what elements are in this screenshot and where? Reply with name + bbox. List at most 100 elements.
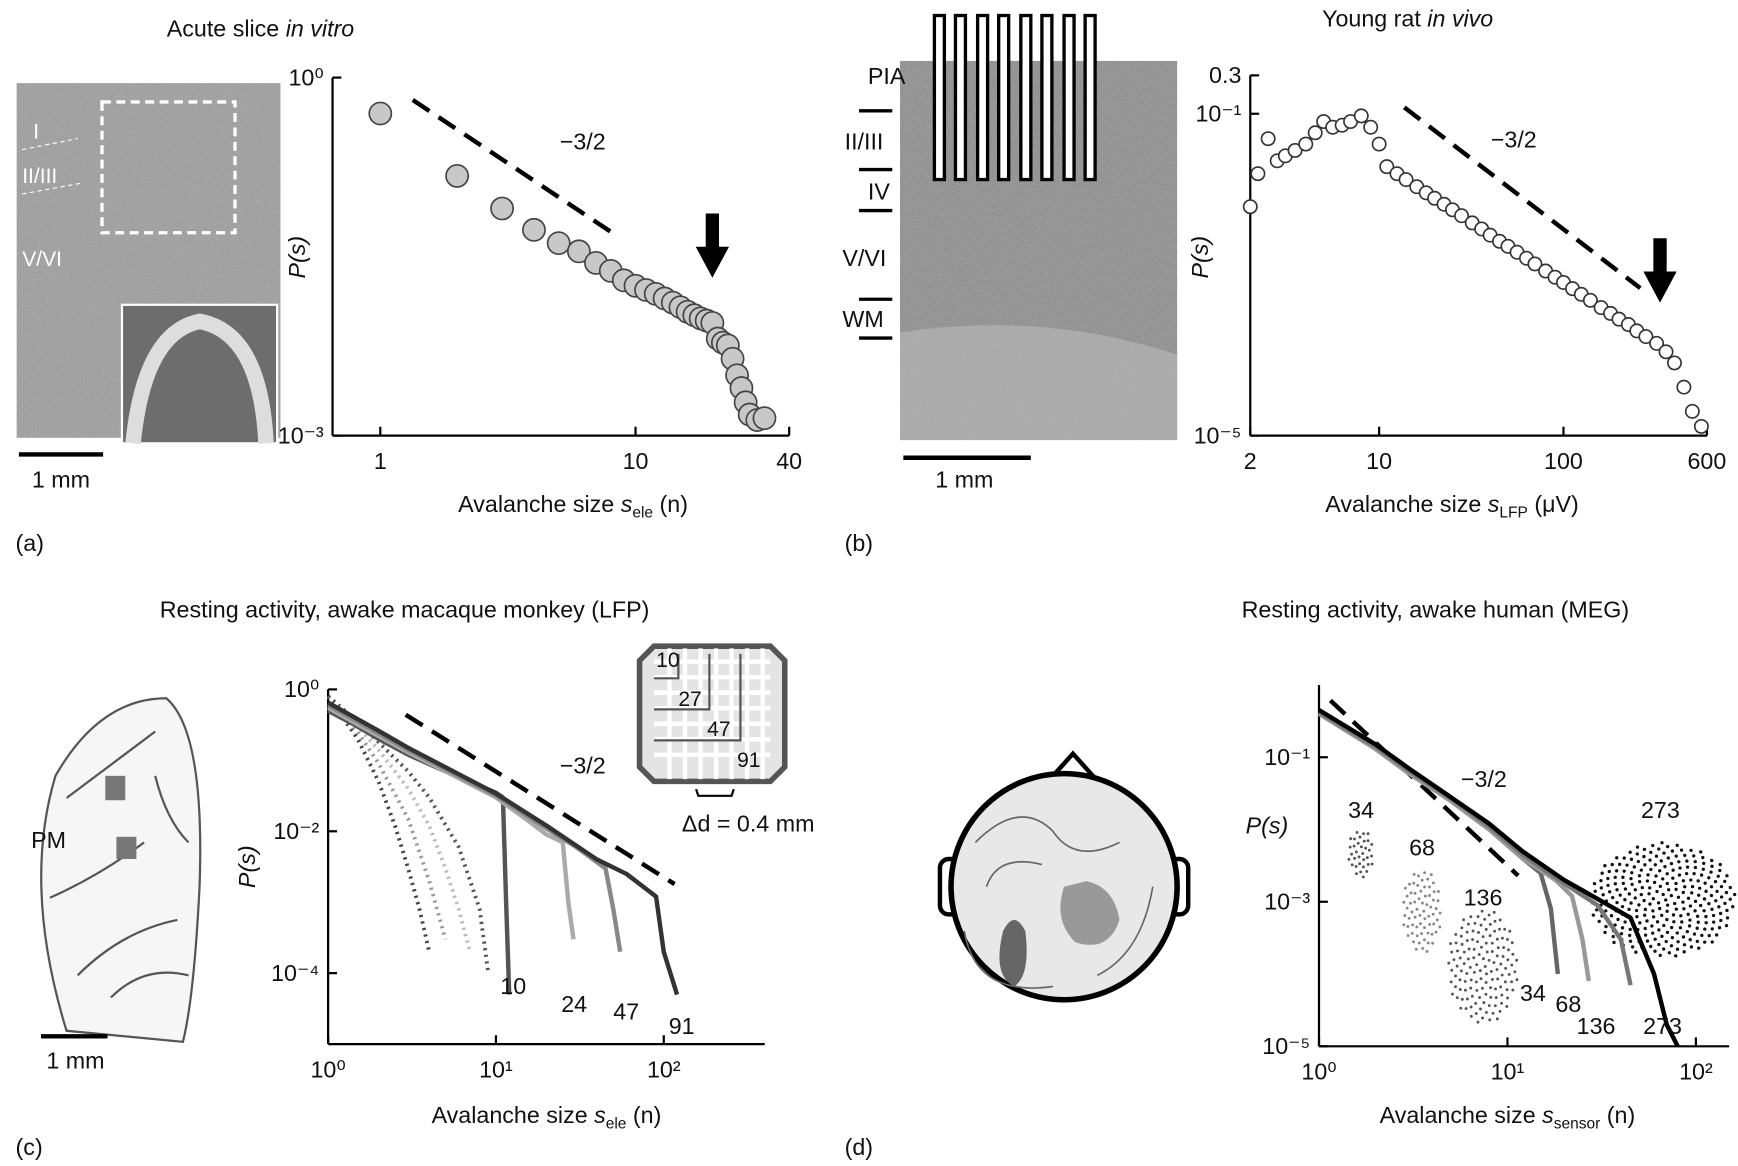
electrode-grid (636, 643, 788, 797)
x-tick-label: 10 (1366, 448, 1392, 474)
label-part: sensor (1554, 1115, 1601, 1132)
sensor-dot (1717, 905, 1721, 909)
sensor-dot (1725, 916, 1730, 920)
sensor-dot (1495, 968, 1499, 971)
y-tick-label: 0.3 (1209, 62, 1241, 88)
sensor-dot (1493, 929, 1497, 933)
sensor-dot (1357, 855, 1361, 859)
sensor-dot (1485, 950, 1489, 954)
sensor-dot (1423, 894, 1427, 898)
sensor-dot (1406, 925, 1410, 928)
sensor-dot (1622, 869, 1626, 873)
y-tick-label: 10⁻³ (1264, 889, 1310, 915)
sensor-dot (1623, 898, 1627, 902)
data-point (1454, 208, 1470, 224)
series-label: 91 (669, 1013, 695, 1039)
data-point (1260, 131, 1276, 147)
sensor-dot (1662, 851, 1666, 855)
sensor-dot (1685, 929, 1689, 934)
x-tick-label: 10 (623, 448, 649, 474)
sensor-dot (1431, 941, 1435, 945)
sensor-dot (1657, 942, 1661, 947)
sensor-dot (1353, 856, 1357, 860)
sensor-dot (1478, 995, 1482, 999)
sensor-dot (1600, 871, 1604, 875)
sensor-dot (1698, 886, 1702, 890)
sensor-dot (1495, 1017, 1499, 1021)
sensor-dot (1359, 845, 1363, 849)
sensor-dot (1710, 858, 1714, 863)
sensor-dot (1671, 876, 1675, 880)
sensor-dot (1620, 926, 1625, 930)
sensor-dot (1438, 925, 1442, 929)
sensor-dot (1665, 909, 1669, 913)
data-point (1379, 159, 1395, 175)
sensor-dot (1629, 901, 1633, 905)
sensor-dot (1685, 865, 1690, 869)
sensor-dot (1352, 844, 1356, 848)
y-axis-label: P(s) (1246, 812, 1289, 838)
sensor-dot (1719, 884, 1724, 889)
sensor-dot (1682, 943, 1687, 947)
sensor-dot (1434, 907, 1438, 911)
sensor-dot (1654, 854, 1659, 858)
sensor-dot (1657, 847, 1661, 851)
sensor-dot (1695, 926, 1699, 930)
sensor-dot (1707, 876, 1711, 880)
sensor-dot (1483, 965, 1487, 968)
sensor-dot (1653, 863, 1658, 867)
sensor-dot (1455, 964, 1459, 968)
sensor-dot (1449, 942, 1453, 945)
title-part: in vitro (286, 16, 355, 42)
sensor-dot (1665, 903, 1670, 907)
x-tick-label: 10² (647, 1056, 681, 1082)
sensor-dot (1733, 892, 1737, 897)
sensor-dot (1415, 907, 1419, 911)
y-tick-label: 10⁻¹ (1264, 744, 1310, 770)
sensor-dot (1614, 869, 1619, 873)
sensor-dot (1710, 864, 1714, 869)
sensor-dot (1366, 839, 1370, 843)
sensor-dot (1471, 929, 1475, 933)
sensor-dot (1653, 949, 1657, 953)
sensor-dot (1697, 893, 1701, 897)
scale-bar-label: 1 mm (46, 1047, 104, 1073)
sensor-dot (1604, 909, 1608, 913)
sensor-dot (1719, 918, 1723, 923)
sensor-dot (1718, 862, 1722, 867)
sensor-dot (1487, 1004, 1491, 1007)
sensor-dot (1702, 861, 1706, 866)
sensor-dot (1718, 911, 1723, 916)
sensor-dot (1460, 997, 1464, 1001)
sensor-dot (1607, 869, 1611, 874)
data-point (1666, 355, 1682, 371)
sensor-dot (1490, 950, 1494, 953)
sensor-dot (1707, 933, 1711, 938)
sensor-dot (1496, 977, 1500, 981)
sensor-dot (1402, 900, 1406, 904)
series-line (326, 694, 472, 953)
sensor-dot (1613, 923, 1617, 927)
sensor-dot (1710, 927, 1714, 931)
sensor-dot (1664, 898, 1668, 902)
sensor-dot (1370, 842, 1374, 846)
sensor-dot (1415, 925, 1419, 929)
sensor-dot (1474, 980, 1478, 984)
sensor-dot (1628, 939, 1633, 943)
layer-label: II/III (22, 165, 57, 188)
sensor-dot (1612, 940, 1616, 945)
sensor-dot (1717, 926, 1722, 930)
sensor-dot (1697, 946, 1701, 950)
head-map (937, 750, 1191, 1003)
sensor-dot (1679, 914, 1683, 918)
sensor-dot (1634, 908, 1639, 913)
sensor-dot (1415, 934, 1419, 938)
series-label: 68 (1555, 991, 1581, 1017)
sensor-dot (1665, 881, 1669, 886)
sensor-dot (1646, 873, 1650, 877)
sensor-dot (1681, 900, 1685, 904)
sensor-dot (1495, 954, 1499, 958)
sensor-dot (1480, 909, 1484, 913)
sensor-dot (1709, 885, 1714, 889)
sensor-dot (1674, 907, 1679, 911)
